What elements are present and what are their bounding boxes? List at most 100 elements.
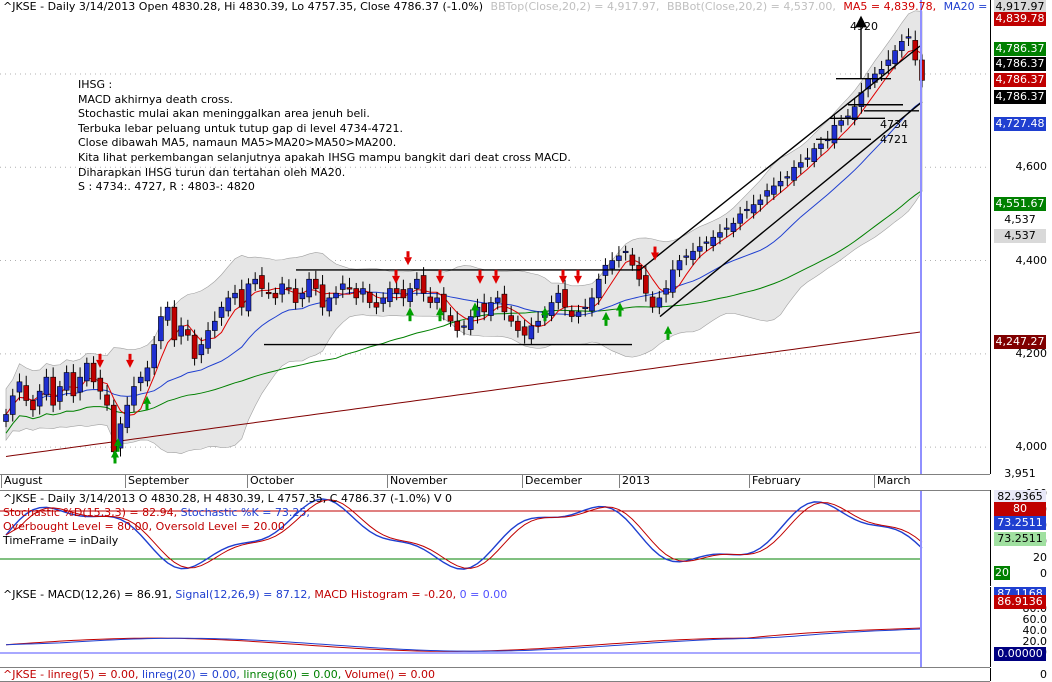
candle-body [703, 241, 710, 244]
candle-body [299, 292, 306, 300]
price-tick: 4,600 [1015, 160, 1048, 174]
buy-arrow-stem [438, 315, 442, 322]
candle-body [218, 306, 225, 318]
symbol-line: ^JKSE - Daily 3/14/2013 Open 4830.28, Hi… [3, 0, 484, 13]
candle-body [326, 297, 333, 312]
candle-body [158, 316, 164, 342]
candle-body [885, 59, 892, 66]
candle-body [683, 255, 690, 258]
stochastic-chart[interactable] [0, 491, 990, 587]
macd-tick: 40.0 [1022, 624, 1048, 637]
volume-label: Volume() = 0.00 [344, 668, 435, 681]
candle-body [137, 376, 144, 384]
candle-body [905, 36, 912, 39]
macd-badge: 0.00000 [994, 647, 1046, 661]
candle-body [205, 330, 211, 349]
candle-body [555, 292, 562, 303]
macd-pane[interactable]: ^JKSE - MACD(12,26) = 86.91, Signal(12,2… [0, 587, 990, 668]
gap-bottom-label: 4721 [880, 133, 908, 146]
gap-top-label: 4734 [880, 118, 908, 131]
candle-body [178, 325, 184, 337]
stoch-badge: 82.9365 [994, 490, 1046, 504]
candle-body [629, 254, 636, 266]
candle-body [90, 362, 97, 383]
candle-body [272, 292, 279, 299]
candle-body [110, 404, 117, 453]
sell-arrow [126, 359, 134, 368]
candle-body [804, 157, 811, 160]
candle-body [373, 302, 380, 308]
candle-body [191, 334, 198, 359]
target-label: 4920 [850, 20, 878, 33]
candle-body [838, 120, 844, 126]
price-badge: 4,786.37 [994, 57, 1046, 71]
candle-body [710, 236, 717, 246]
price-tick: 4,200 [1015, 346, 1048, 360]
candle-body [43, 376, 50, 396]
buy-arrow-stem [604, 319, 608, 326]
candle-body [582, 306, 589, 310]
candle-body [427, 296, 434, 303]
stoch-tick: 20 [1033, 551, 1047, 564]
month-label: September [128, 474, 189, 487]
price-tick: 4,000 [1015, 440, 1048, 454]
sell-arrow-stem [576, 269, 580, 276]
candle-body [528, 325, 535, 340]
candle-body [730, 222, 737, 232]
candle-body [656, 297, 663, 308]
note-line: IHSG : [78, 78, 113, 91]
month-tick [619, 474, 620, 488]
candle-body [676, 260, 683, 271]
candle-body [252, 278, 259, 285]
candle-body [292, 288, 299, 303]
sell-arrow [574, 275, 582, 284]
candle-body [279, 283, 285, 295]
buy-arrow [114, 437, 122, 446]
sell-arrow-stem [653, 246, 657, 253]
candle-body [198, 344, 205, 356]
bbbot-label: BBBot(Close,20,2) = 4,537.00, [666, 0, 836, 13]
candle-body [225, 297, 232, 312]
candle-body [440, 293, 447, 313]
price-chart[interactable] [0, 0, 990, 474]
candle-body [366, 291, 373, 303]
bbtop-label: BBTop(Close,20,2) = 4,917.97, [490, 0, 660, 13]
month-tick [125, 474, 126, 488]
candle-body [737, 213, 743, 224]
stoch-timeframe: TimeFrame = inDaily [3, 534, 119, 547]
candle-body [447, 315, 454, 322]
month-label: 2013 [622, 474, 650, 487]
buy-arrow-stem [618, 310, 622, 317]
candle-body [151, 344, 157, 369]
buy-arrow [602, 311, 610, 320]
candle-body [696, 246, 703, 252]
candle-body [131, 386, 137, 406]
candle-body [380, 297, 386, 304]
macd-tick: 60.0 [1022, 613, 1048, 626]
candle-body [461, 325, 467, 328]
stochastic-pane[interactable]: ^JKSE - Daily 3/14/2013 O 4830.28, H 483… [0, 490, 990, 588]
candle-body [467, 316, 474, 330]
buy-arrow [111, 449, 119, 458]
candle-body [878, 69, 885, 75]
stoch-d-line [5, 499, 923, 569]
candle-body [548, 302, 555, 316]
sell-arrow [404, 257, 412, 266]
price-pane[interactable]: ^JKSE - Daily 3/14/2013 Open 4830.28, Hi… [0, 0, 990, 475]
candle-body [622, 250, 629, 254]
candle-body [723, 227, 730, 230]
candle-body [669, 269, 676, 293]
ma20-line [5, 101, 923, 415]
candle-body [164, 306, 171, 321]
sell-arrow-stem [394, 269, 398, 276]
macd-title: ^JKSE - MACD(12,26) = 86.91, Signal(12,2… [3, 588, 507, 601]
candle-body [744, 208, 750, 212]
candle-body [649, 296, 656, 308]
macd-signal-label: Signal(12,26,9) = 87.12, [175, 588, 311, 601]
linreg-pane[interactable]: ^JKSE - linreg(5) = 0.00, linreg(20) = 0… [0, 668, 990, 682]
stoch-k-line [5, 498, 923, 570]
macd-chart[interactable] [0, 587, 990, 667]
candle-body [9, 395, 16, 415]
buy-arrow-stem [145, 403, 149, 410]
